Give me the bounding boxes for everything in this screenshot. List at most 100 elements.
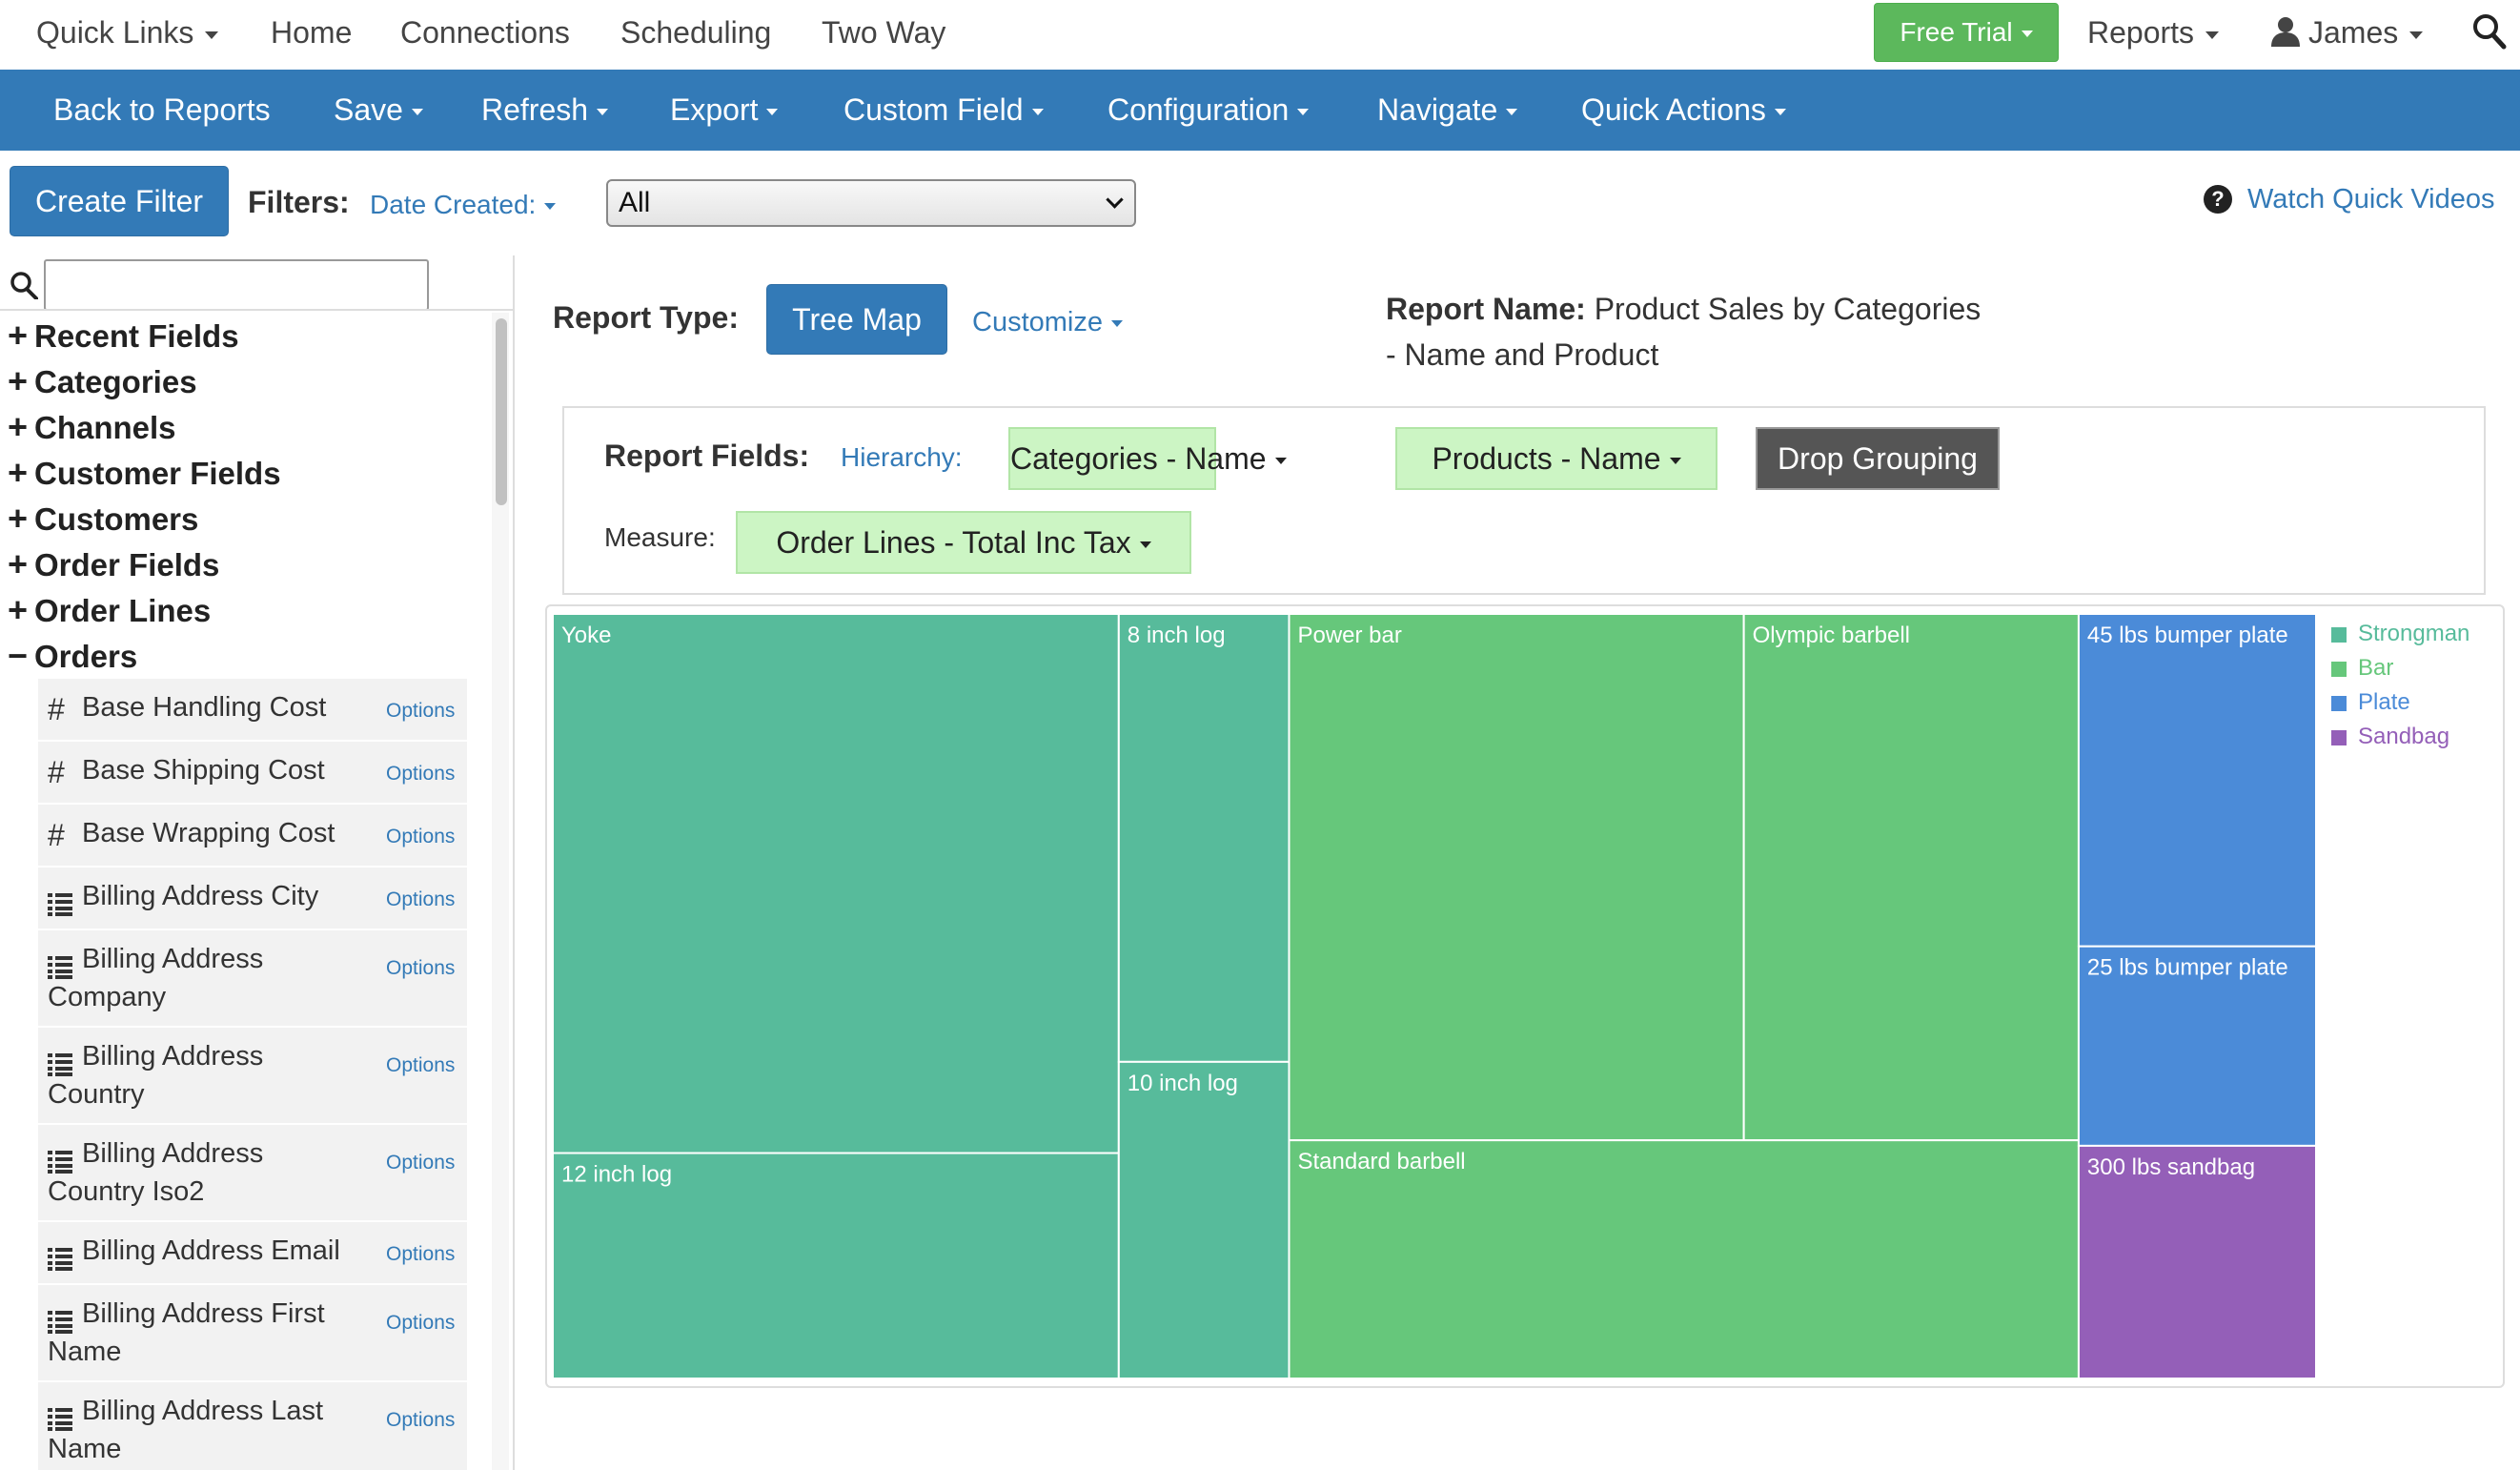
field-label: Billing Address Email: [48, 1232, 372, 1270]
field-row[interactable]: # Base Shipping Cost Options: [38, 742, 467, 805]
chevron-down-icon: [2205, 31, 2220, 39]
field-group-channels[interactable]: + Channels: [8, 406, 176, 448]
save-menu[interactable]: Save: [334, 91, 423, 129]
report-name: Report Name: Product Sales by Categories…: [1386, 286, 1996, 378]
list-icon: [48, 949, 72, 988]
treemap-chart: Yoke 12 inch log 8 inch log 10 inch log Powe…: [553, 614, 2316, 1378]
field-row[interactable]: Billing Address First Name Options: [38, 1285, 467, 1382]
field-options-link[interactable]: Options: [386, 1243, 456, 1265]
treemap-cell[interactable]: Olympic barbell: [1742, 614, 2080, 1142]
hierarchy-field-label: Categories - Name: [1010, 441, 1267, 476]
expand-plus-icon: +: [8, 361, 29, 400]
configuration-menu[interactable]: Configuration: [1108, 91, 1310, 129]
treemap-label: Power bar: [1297, 623, 1401, 648]
export-label: Export: [670, 92, 759, 127]
field-group-customers[interactable]: + Customers: [8, 498, 198, 540]
treemap-cell[interactable]: 300 lbs sandbag: [2077, 1144, 2316, 1378]
field-options-link[interactable]: Options: [386, 957, 456, 979]
treemap-cell[interactable]: 12 inch log: [553, 1152, 1120, 1378]
field-row[interactable]: Billing Address Company Options: [38, 930, 467, 1028]
treemap-cell[interactable]: Power bar: [1288, 614, 1745, 1142]
treemap-rect: [1117, 614, 1290, 1063]
scheduling-link[interactable]: Scheduling: [620, 15, 772, 50]
expand-plus-icon: +: [8, 316, 29, 355]
field-options-link[interactable]: Options: [386, 700, 456, 722]
field-row[interactable]: Billing Address Country Iso2 Options: [38, 1125, 467, 1222]
field-options-link[interactable]: Options: [386, 1409, 456, 1431]
field-group-customer-fields[interactable]: + Customer Fields: [8, 452, 281, 494]
home-link[interactable]: Home: [271, 15, 353, 50]
field-options-link[interactable]: Options: [386, 1054, 456, 1076]
export-menu[interactable]: Export: [670, 91, 779, 129]
field-label-line: Billing Address: [82, 944, 264, 974]
create-filter-button[interactable]: Create Filter: [10, 166, 229, 236]
scrollbar[interactable]: [492, 313, 509, 1470]
field-options-link[interactable]: Options: [386, 1312, 456, 1334]
navigate-menu[interactable]: Navigate: [1377, 91, 1518, 129]
field-label: Billing Address Company: [48, 940, 372, 1016]
measure-field[interactable]: Order Lines - Total Inc Tax: [736, 511, 1191, 574]
field-options-link[interactable]: Options: [386, 888, 456, 910]
quick-links-menu[interactable]: Quick Links: [36, 13, 219, 51]
treemap-cell[interactable]: 25 lbs bumper plate: [2077, 945, 2316, 1147]
date-created-filter[interactable]: Date Created:: [370, 190, 557, 220]
field-group-categories[interactable]: + Categories: [8, 360, 197, 402]
treemap-rect: [1742, 614, 2080, 1142]
field-group-label: Orders: [34, 639, 138, 674]
quick-links-label: Quick Links: [36, 15, 194, 50]
date-range-select[interactable]: All: [606, 179, 1136, 227]
back-to-reports-button[interactable]: Back to Reports: [53, 92, 271, 127]
field-row[interactable]: Billing Address Country Options: [38, 1028, 467, 1125]
treemap-rect: [1288, 614, 1745, 1142]
free-trial-label: Free Trial: [1900, 17, 2013, 47]
treemap-cell[interactable]: Standard barbell: [1288, 1139, 2080, 1378]
field-label-line: Base Handling Cost: [82, 692, 327, 723]
field-group-order-lines[interactable]: + Order Lines: [8, 589, 211, 631]
field-label-line: Billing Address First: [82, 1298, 325, 1329]
list-icon: [48, 1241, 72, 1279]
treemap-cell[interactable]: Yoke: [553, 614, 1120, 1154]
field-label-line: Billing Address: [82, 1138, 264, 1169]
field-group-recent-fields[interactable]: + Recent Fields: [8, 315, 239, 357]
drop-grouping-button[interactable]: Drop Grouping: [1756, 427, 2000, 490]
search-icon: [10, 272, 38, 299]
field-row[interactable]: Billing Address City Options: [38, 868, 467, 930]
scrollbar-thumb[interactable]: [496, 318, 507, 505]
field-options-link[interactable]: Options: [386, 1152, 456, 1174]
free-trial-button[interactable]: Free Trial: [1874, 3, 2059, 62]
tree-map-button[interactable]: Tree Map: [766, 284, 947, 355]
user-menu[interactable]: James: [2270, 13, 2424, 51]
field-group-label: Categories: [34, 364, 197, 399]
two-way-link[interactable]: Two Way: [822, 15, 946, 50]
chevron-down-icon: [411, 109, 423, 116]
field-options-link[interactable]: Options: [386, 826, 456, 847]
custom-field-menu[interactable]: Custom Field: [843, 91, 1044, 129]
refresh-menu[interactable]: Refresh: [481, 91, 609, 129]
filters-label: Filters:: [248, 185, 350, 219]
field-row[interactable]: # Base Handling Cost Options: [38, 679, 467, 742]
connections-link[interactable]: Connections: [400, 15, 570, 50]
hierarchy-field-categories[interactable]: Categories - Name: [1008, 427, 1287, 490]
treemap-rect: [2077, 1144, 2316, 1378]
treemap-cell[interactable]: 8 inch log: [1117, 614, 1290, 1063]
field-label: Base Shipping Cost: [48, 751, 372, 789]
chevron-down-icon: [1774, 109, 1786, 116]
quick-actions-menu[interactable]: Quick Actions: [1581, 91, 1786, 129]
customize-menu[interactable]: Customize: [972, 307, 1123, 338]
chevron-down-icon: [1111, 319, 1123, 327]
field-group-orders[interactable]: − Orders: [8, 635, 137, 677]
field-row[interactable]: # Base Wrapping Cost Options: [38, 805, 467, 868]
search-icon[interactable]: [2472, 13, 2507, 50]
reports-menu[interactable]: Reports: [2087, 13, 2220, 51]
field-group-order-fields[interactable]: + Order Fields: [8, 543, 219, 585]
treemap-cell[interactable]: 10 inch log: [1117, 1060, 1290, 1378]
treemap-cell[interactable]: 45 lbs bumper plate: [2077, 614, 2316, 948]
hierarchy-field-label: Products - Name: [1432, 441, 1661, 476]
chevron-down-icon: [597, 109, 609, 116]
field-options-link[interactable]: Options: [386, 763, 456, 785]
field-search-input[interactable]: [44, 259, 429, 311]
field-row[interactable]: Billing Address Last Name Options: [38, 1382, 467, 1470]
field-row[interactable]: Billing Address Email Options: [38, 1222, 467, 1285]
hierarchy-field-products[interactable]: Products - Name: [1395, 427, 1717, 490]
watch-quick-videos-link[interactable]: Watch Quick Videos: [2247, 184, 2495, 214]
